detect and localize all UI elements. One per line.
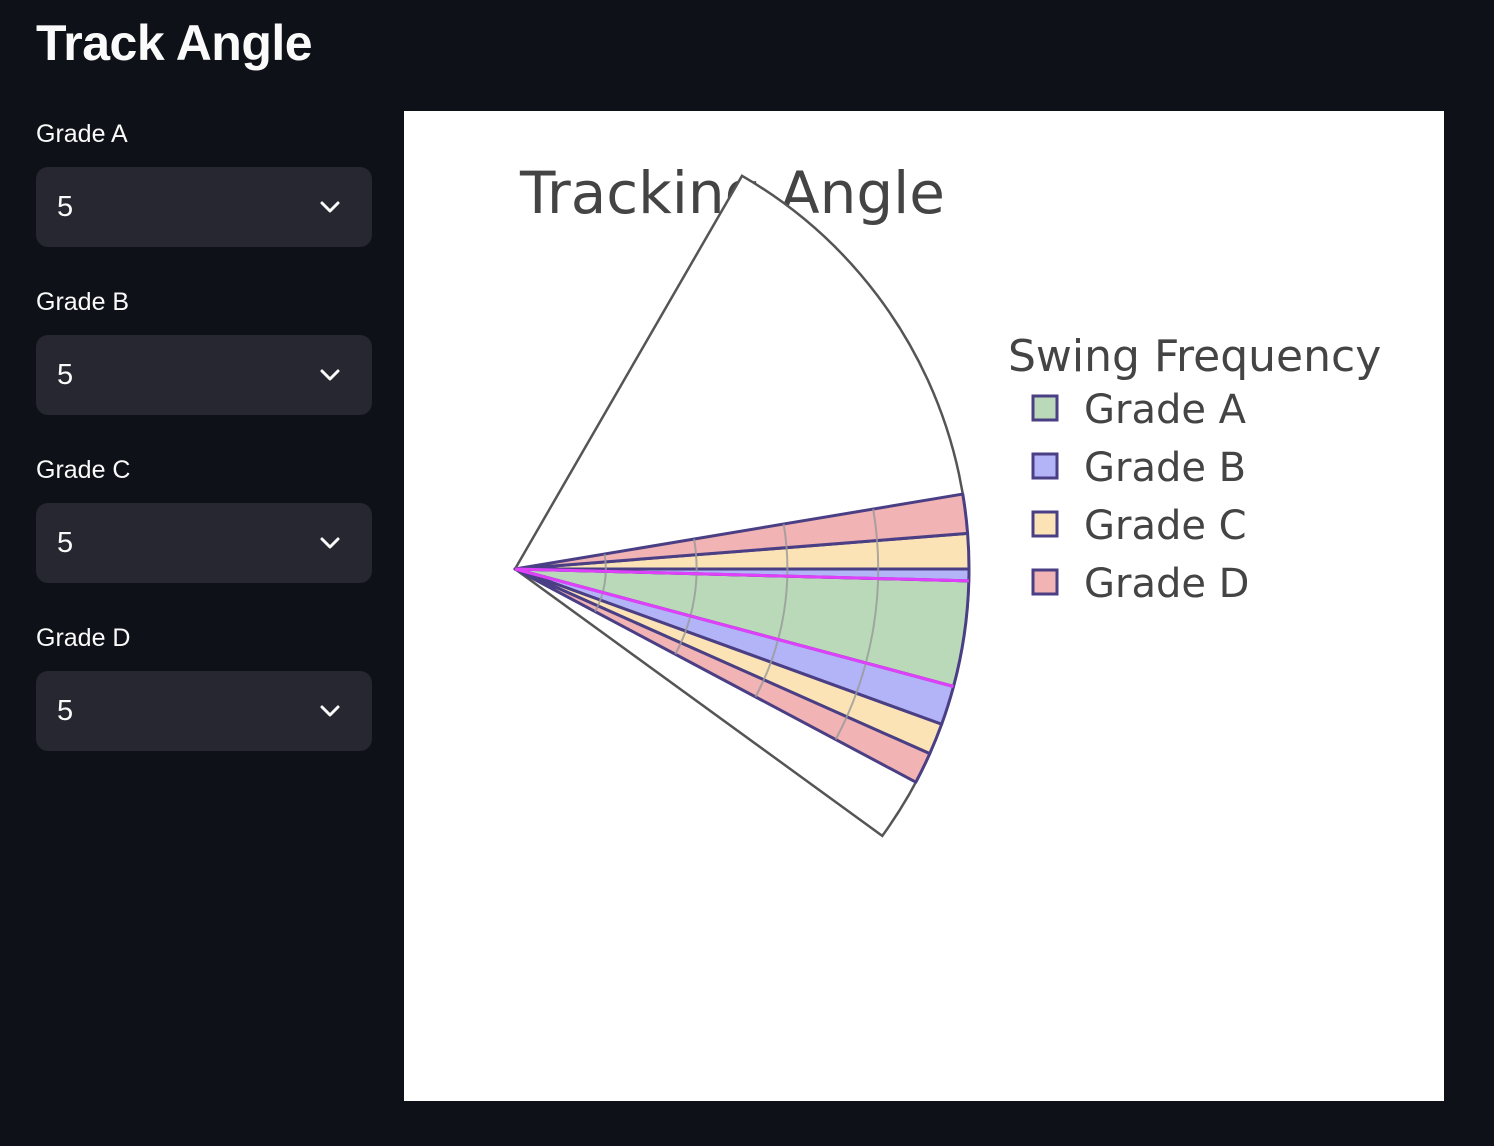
grade-b-value: 5 xyxy=(57,359,74,391)
radial-gridline-4 xyxy=(834,508,880,740)
grade-b-select[interactable]: 5 xyxy=(36,335,372,415)
highlight-line-1 xyxy=(514,567,969,583)
grade-controls: Grade A 5 Grade B 5 Grade C 5 Grade D 5 xyxy=(36,118,372,790)
chart-panel: Tracking Angle Swing Frequency Grade AGr… xyxy=(404,111,1444,1101)
grade-a-value: 5 xyxy=(57,191,74,223)
wedge-grade-d-1 xyxy=(513,492,970,571)
grade-b-label: Grade B xyxy=(36,288,130,316)
grade-c-value: 5 xyxy=(57,527,74,559)
sector-layer xyxy=(513,174,971,838)
polar-chart[interactable]: Tracking Angle Swing Frequency Grade AGr… xyxy=(404,111,1444,1101)
legend-swatch-grade-c xyxy=(1031,510,1059,538)
legend-title: Swing Frequency xyxy=(1008,331,1381,382)
grade-d-value: 5 xyxy=(57,695,74,727)
grade-d-select[interactable]: 5 xyxy=(36,671,372,751)
grade-a-control: Grade A 5 xyxy=(36,118,372,286)
legend-label-grade-c: Grade C xyxy=(1084,503,1247,549)
legend-swatch-grade-a xyxy=(1031,394,1059,422)
grade-d-control: Grade D 5 xyxy=(36,622,372,790)
chevron-down-icon xyxy=(320,705,340,717)
grade-c-control: Grade C 5 xyxy=(36,454,372,622)
page-title: Track Angle xyxy=(36,15,313,71)
grade-a-label: Grade A xyxy=(36,120,128,148)
grade-c-select[interactable]: 5 xyxy=(36,503,372,583)
legend-swatch-grade-d xyxy=(1031,568,1059,596)
highlight-line-0 xyxy=(514,567,954,688)
grade-a-select[interactable]: 5 xyxy=(36,167,372,247)
radial-gridline-3 xyxy=(754,523,789,698)
legend: Swing Frequency Grade A Grade B Grade C Gra… xyxy=(1008,331,1381,607)
wedge-grade-d-0 xyxy=(513,567,932,784)
legend-label-grade-a: Grade A xyxy=(1084,387,1247,433)
chevron-down-icon xyxy=(320,537,340,549)
legend-label-grade-d: Grade D xyxy=(1084,561,1249,607)
chevron-down-icon xyxy=(320,369,340,381)
grade-d-label: Grade D xyxy=(36,624,131,652)
radial-gridline-1 xyxy=(594,553,607,613)
radial-gridline-2 xyxy=(674,538,698,655)
grade-b-control: Grade B 5 xyxy=(36,286,372,454)
legend-swatch-grade-b xyxy=(1031,452,1059,480)
legend-label-grade-b: Grade B xyxy=(1084,445,1246,491)
grade-c-label: Grade C xyxy=(36,456,131,484)
chevron-down-icon xyxy=(320,201,340,213)
